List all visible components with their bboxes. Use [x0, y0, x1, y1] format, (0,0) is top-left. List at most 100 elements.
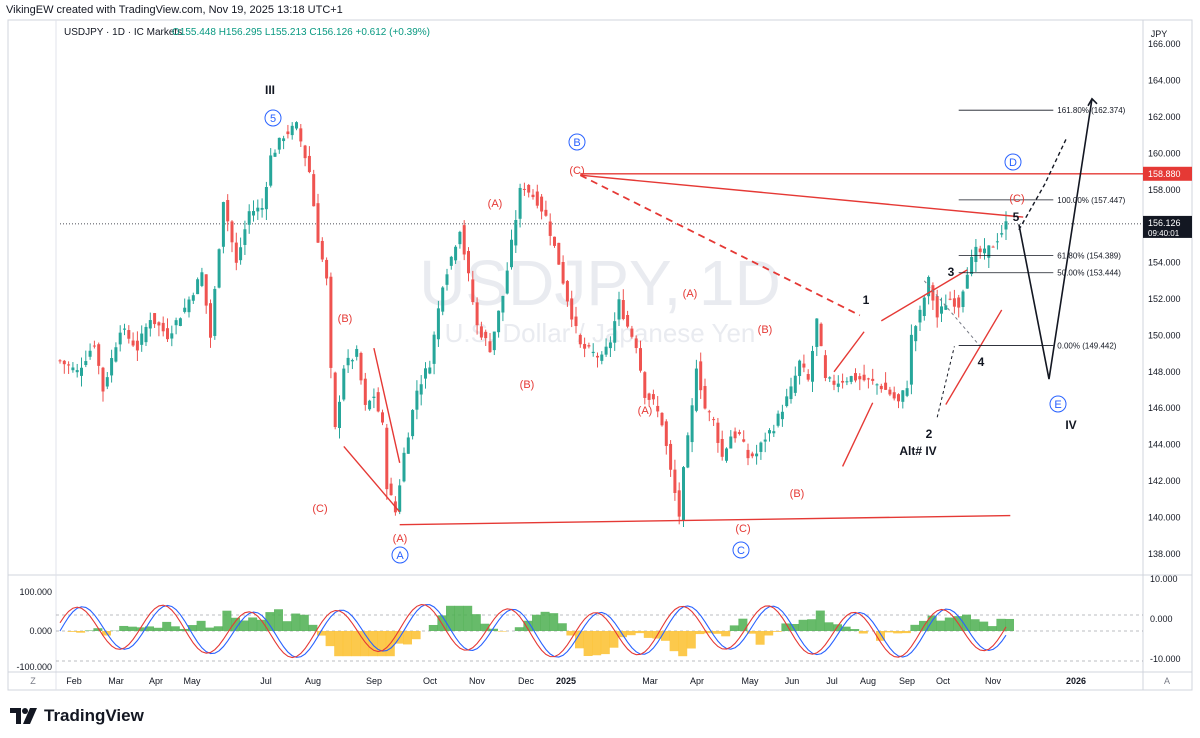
- candle-body: [101, 367, 105, 392]
- candle-body: [329, 276, 333, 368]
- axis-corner-left[interactable]: Z: [30, 676, 36, 686]
- candle-body: [260, 207, 264, 210]
- candle-body: [359, 352, 363, 381]
- candle-body: [854, 373, 857, 381]
- time-tick-label: Nov: [469, 676, 486, 686]
- time-tick-label: Apr: [690, 676, 704, 686]
- axis-corner-right[interactable]: A: [1164, 676, 1170, 686]
- price-tick-label: 160.000: [1148, 148, 1181, 158]
- candle-body: [381, 412, 384, 423]
- osc-bar: [394, 631, 404, 644]
- osc-bar: [489, 628, 498, 631]
- candle-body: [892, 392, 896, 399]
- wave-circle: [1004, 153, 1022, 171]
- candle-body: [170, 333, 174, 339]
- osc-bar: [205, 627, 215, 631]
- candle-body: [557, 242, 561, 265]
- wave-label: III: [265, 83, 275, 97]
- candle-body: [699, 361, 703, 391]
- candle-body: [651, 394, 655, 400]
- candle-body: [484, 331, 488, 339]
- candle-body: [879, 385, 883, 390]
- osc-bar: [927, 615, 937, 631]
- osc-bar: [566, 631, 576, 636]
- wedge-line[interactable]: [945, 309, 1003, 405]
- candle-body: [802, 363, 806, 368]
- level-marker[interactable]: [1143, 166, 1192, 181]
- osc-bar: [428, 624, 438, 631]
- arrow-head: [1087, 97, 1098, 107]
- osc-bar: [153, 627, 163, 631]
- candle-body: [234, 242, 238, 263]
- osc-bar: [936, 620, 946, 631]
- candle-body: [221, 202, 225, 247]
- osc-bar: [514, 627, 524, 631]
- osc-bar: [833, 624, 842, 631]
- wedge-line[interactable]: [880, 269, 968, 322]
- last-price-marker[interactable]: [1143, 215, 1192, 238]
- candle-body: [118, 332, 122, 345]
- candle-body: [209, 303, 212, 338]
- osc-bar: [764, 631, 774, 636]
- osc-bar: [635, 631, 645, 634]
- wedge-line[interactable]: [841, 402, 874, 467]
- price-tick-label: 138.000: [1148, 549, 1181, 559]
- candle-body: [325, 259, 329, 279]
- candle-body: [664, 421, 668, 446]
- tradingview-icon: [10, 708, 37, 724]
- candle-body: [458, 231, 462, 245]
- candle-body: [690, 405, 694, 443]
- candle-body: [905, 388, 909, 396]
- candle-body: [282, 138, 286, 142]
- candle-body: [729, 436, 733, 449]
- wave-label: D: [1009, 157, 1017, 169]
- candle-body: [75, 370, 79, 373]
- time-tick-label: Apr: [149, 676, 163, 686]
- triangle-upper-line[interactable]: [580, 174, 1024, 218]
- candle-body: [385, 427, 389, 490]
- support-line[interactable]: [399, 514, 1011, 526]
- wedge-line[interactable]: [833, 331, 865, 373]
- candle-body: [428, 367, 432, 374]
- candle-body: [544, 209, 548, 216]
- level-marker-value: 158.880: [1148, 169, 1181, 179]
- osc-bar: [609, 631, 619, 648]
- projection-line[interactable]: [923, 280, 981, 347]
- fib-level-label: 0.00% (149.442): [1057, 342, 1116, 351]
- candle-body: [875, 384, 879, 386]
- price-axis[interactable]: 166.000164.000162.000160.000158.000156.0…: [60, 39, 1192, 559]
- candle-body: [995, 241, 999, 243]
- candle-body: [424, 368, 427, 379]
- candle-body: [811, 350, 814, 382]
- candle-body: [290, 125, 294, 136]
- osc-bar: [454, 605, 464, 631]
- wedge-line[interactable]: [343, 445, 401, 513]
- candle-body: [587, 345, 591, 347]
- candle-body: [720, 438, 724, 457]
- candle-body: [694, 368, 698, 411]
- candle-body: [432, 334, 436, 364]
- osc-right-tick: 10.000: [1150, 574, 1178, 584]
- fib-extension[interactable]: 161.80% (162.374) 100.00% (157.447) 61.80%…: [958, 106, 1126, 351]
- candle-body: [897, 394, 900, 402]
- candle-body: [368, 400, 372, 410]
- candle-body: [320, 240, 324, 260]
- projection-path[interactable]: [1018, 98, 1093, 380]
- alt-projection-path[interactable]: [1018, 138, 1067, 231]
- brand-name: TradingView: [44, 706, 144, 725]
- dashed-trendline[interactable]: [579, 174, 861, 317]
- time-axis[interactable]: Feb Mar Apr May Jul Aug Sep Oct Nov Dec 2025 Mar Apr…: [66, 676, 1086, 686]
- wedge-line[interactable]: [373, 347, 401, 463]
- candle-body: [703, 386, 707, 409]
- candle-body: [604, 346, 608, 355]
- candle-body: [750, 453, 754, 457]
- osc-bar: [334, 631, 344, 657]
- candle-body: [303, 145, 307, 159]
- projection-line[interactable]: [936, 346, 955, 418]
- candle-body: [909, 334, 913, 385]
- candle-body: [131, 340, 135, 346]
- candle-body: [256, 207, 260, 212]
- candle-body: [819, 323, 823, 347]
